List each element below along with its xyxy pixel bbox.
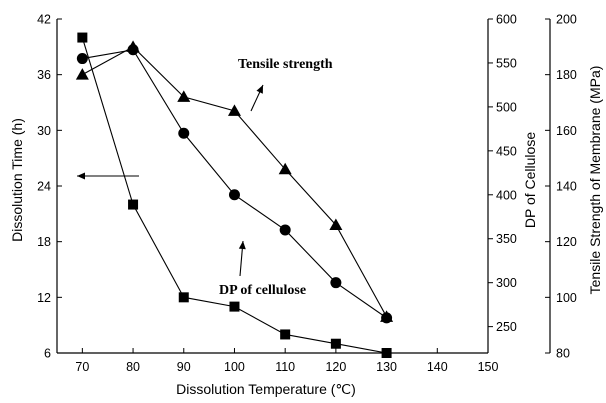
y-right-tensile-tick-label: 120 [556,235,577,249]
y-right-dp-tick-label: 350 [496,232,517,246]
y-axis-left-title: Dissolution Time (h) [9,118,25,242]
square-marker [330,338,341,349]
square-marker [178,292,189,303]
y-left-tick-label: 42 [37,13,51,27]
triangle-marker [380,310,394,322]
circle-marker [76,53,88,65]
y-right-dp-tick-label: 550 [496,56,517,70]
triangle-marker [126,40,140,52]
y-right-dp-tick-label: 400 [496,188,517,202]
triangle-marker [329,218,343,230]
y-right-dp-tick-label: 300 [496,276,517,290]
y-right-tensile-tick-label: 100 [556,291,577,305]
arrow-dp-cellulose-head [238,241,246,250]
x-tick-label: 70 [75,360,89,374]
ticks: 70 80 90 100 110 120 130 140 150 6 12 18 24 30 36 42 250… [37,13,577,375]
x-tick-label: 90 [177,360,191,374]
annotation-tensile-strength: Tensile strength [238,57,333,72]
square-marker [128,199,139,210]
series-markers [75,32,394,358]
y-left-tick-label: 6 [44,347,51,361]
y-left-tick-label: 24 [37,180,51,194]
annotation-dp-cellulose: DP of cellulose [219,283,306,298]
circle-marker [178,127,190,139]
square-marker [229,301,240,312]
y-left-tick-label: 18 [37,235,51,249]
circle-marker [279,224,291,236]
square-marker [77,32,88,43]
y-axis-right-dp-title: DP of Cellulose [522,132,538,228]
triangle-marker [177,90,191,102]
y-right-tensile-tick-label: 80 [556,347,570,361]
y-left-tick-label: 36 [37,68,51,82]
x-tick-label: 110 [275,360,295,374]
y-left-tick-label: 30 [37,124,51,138]
x-tick-label: 150 [478,360,499,374]
x-tick-label: 140 [427,360,448,374]
triangle-marker [278,162,292,175]
x-tick-label: 120 [325,360,346,374]
y-right-tensile-tick-label: 160 [556,124,577,138]
series-line-circle [82,49,387,319]
triangle-marker [227,104,241,116]
circle-marker [228,189,240,201]
circle-marker [330,277,342,289]
y-right-dp-tick-label: 600 [496,13,517,27]
series-line-triangle [82,46,388,318]
x-tick-label: 80 [126,360,140,374]
arrow-left-to-time-axis-head [77,172,85,180]
square-marker [280,329,291,340]
y-right-dp-tick-label: 450 [496,144,517,158]
y-right-tensile-tick-label: 180 [556,68,577,82]
y-left-tick-label: 12 [37,291,51,305]
square-marker [381,348,392,358]
y-right-dp-tick-label: 250 [496,320,517,334]
y-right-tensile-tick-label: 200 [556,13,577,27]
x-tick-label: 100 [224,360,245,374]
triangle-marker [75,68,89,80]
arrow-tensile-strength-head [256,85,263,94]
x-axis-title: Dissolution Temperature (℃) [176,381,356,397]
annotations: Tensile strength DP of cellulose [77,57,333,298]
y-axis-right-tensile-title: Tensile Strength of Membrane (MPa) [587,66,603,295]
y-right-tensile-tick-label: 140 [556,180,577,194]
x-tick-label: 130 [376,360,397,374]
y-right-dp-tick-label: 500 [496,100,517,114]
